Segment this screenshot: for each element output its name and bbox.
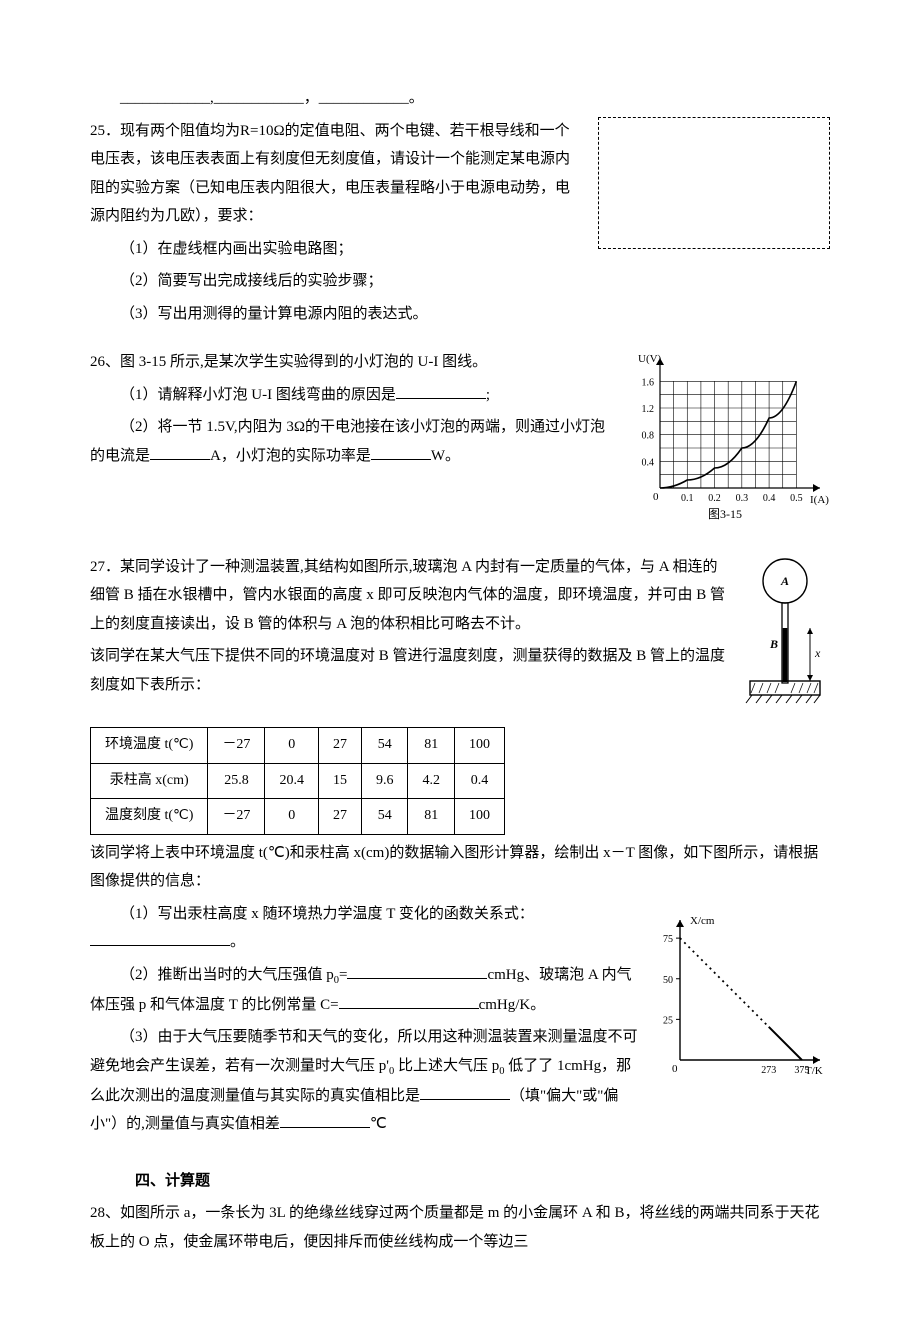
table-row: 汞柱高 x(cm)25.820.4159.64.20.4 <box>91 763 505 799</box>
q25-p2: （2）简要写出完成接线后的实验步骤； <box>90 267 830 296</box>
svg-text:1.2: 1.2 <box>642 404 655 415</box>
q26-p1-b: ; <box>486 387 490 403</box>
q28-stem: 28、如图所示 a，一条长为 3L 的绝缘丝线穿过两个质量都是 m 的小金属环 … <box>90 1199 830 1256</box>
cell: 81 <box>408 728 455 764</box>
q27-p3-blank1 <box>420 1084 510 1100</box>
q27-p3-b: 比上述大气压 p <box>394 1058 499 1074</box>
svg-text:50: 50 <box>663 975 673 986</box>
cell: 81 <box>408 799 455 835</box>
svg-text:0.3: 0.3 <box>736 493 749 504</box>
cell: 15 <box>318 763 361 799</box>
xt-chart: X/cm T/K 0 255075 273375 <box>650 910 830 1091</box>
apparatus-figure: A B x <box>740 553 830 724</box>
q27-after-table: 该同学将上表中环境温度 t(℃)和汞柱高 x(cm)的数据输入图形计算器，绘制出… <box>90 839 830 896</box>
q26-p2-blank1 <box>150 444 210 460</box>
q27-p1-b: 。 <box>230 934 245 950</box>
cell: 54 <box>361 799 408 835</box>
svg-text:0.2: 0.2 <box>708 493 721 504</box>
table-row: 温度刻度 t(℃)－270275481100 <box>91 799 505 835</box>
cell: 0.4 <box>454 763 504 799</box>
row-header: 汞柱高 x(cm) <box>91 763 208 799</box>
svg-text:x: x <box>814 646 821 660</box>
cell: －27 <box>208 728 265 764</box>
q27-p1-a: （1）写出汞柱高度 x 随环境热力学温度 T 变化的函数关系式： <box>120 906 534 922</box>
q27-p1-blank <box>90 930 230 946</box>
q25-p3: （3）写出用测得的量计算电源内阻的表达式。 <box>90 300 830 329</box>
q27-stem: 27．某同学设计了一种测温装置,其结构如图所示,玻璃泡 A 内封有一定质量的气体… <box>90 553 830 639</box>
header-blanks: ____________,____________，____________。 <box>90 84 830 113</box>
cell: 0 <box>265 799 319 835</box>
q27-mid: 该同学在某大气压下提供不同的环境温度对 B 管进行温度刻度，测量获得的数据及 B… <box>90 642 830 699</box>
q26-p1-blank <box>396 383 486 399</box>
cell: 9.6 <box>361 763 408 799</box>
svg-text:U(V): U(V) <box>638 353 662 365</box>
svg-text:X/cm: X/cm <box>690 915 715 927</box>
svg-text:I(A): I(A) <box>810 494 829 506</box>
svg-text:0.5: 0.5 <box>790 493 803 504</box>
svg-text:0.4: 0.4 <box>642 457 655 468</box>
q27-p2-b: = <box>339 967 347 983</box>
cell: 54 <box>361 728 408 764</box>
q27-p2-blank2 <box>339 993 479 1009</box>
q26-p2-b: A，小灯泡的实际功率是 <box>210 448 371 464</box>
svg-text:25: 25 <box>663 1015 673 1026</box>
ui-chart-caption: 图3-15 <box>708 507 742 521</box>
svg-text:75: 75 <box>663 934 673 945</box>
circuit-dashed-box <box>598 117 830 249</box>
row-header: 温度刻度 t(℃) <box>91 799 208 835</box>
svg-text:375: 375 <box>794 1065 809 1076</box>
svg-text:0: 0 <box>672 1063 678 1075</box>
svg-text:273: 273 <box>761 1065 776 1076</box>
svg-text:1.6: 1.6 <box>642 377 655 388</box>
row-header: 环境温度 t(℃) <box>91 728 208 764</box>
q26-p1-a: （1）请解释小灯泡 U-I 图线弯曲的原因是 <box>120 387 396 403</box>
q27-p3-e: ℃ <box>370 1116 387 1132</box>
cell: 20.4 <box>265 763 319 799</box>
cell: 100 <box>454 728 504 764</box>
table-row: 环境温度 t(℃)－270275481100 <box>91 728 505 764</box>
q26-p2-blank2 <box>371 444 431 460</box>
q27-p2-d: cmHg/K。 <box>479 997 546 1013</box>
cell: 27 <box>318 799 361 835</box>
svg-text:A: A <box>780 574 789 588</box>
svg-text:0.8: 0.8 <box>642 431 655 442</box>
q26-p2-c: W。 <box>431 448 460 464</box>
cell: 25.8 <box>208 763 265 799</box>
svg-text:B: B <box>769 637 778 651</box>
cell: 100 <box>454 799 504 835</box>
cell: 4.2 <box>408 763 455 799</box>
cell: 27 <box>318 728 361 764</box>
q27-p3-blank2 <box>280 1112 370 1128</box>
q27-table: 环境温度 t(℃)－270275481100汞柱高 x(cm)25.820.41… <box>90 727 505 835</box>
q27-p2-a: （2）推断出当时的大气压强值 p <box>120 967 334 983</box>
svg-text:0: 0 <box>653 491 659 503</box>
svg-text:0.1: 0.1 <box>681 493 694 504</box>
cell: 0 <box>265 728 319 764</box>
section-4-title: 四、计算题 <box>90 1167 830 1196</box>
svg-text:0.4: 0.4 <box>763 493 776 504</box>
cell: －27 <box>208 799 265 835</box>
ui-chart: U(V) I(A) 0 0.1 0.2 0.3 0.4 0.5 0.4 0.8 1.2 1.6… <box>620 348 830 534</box>
q27-p2-blank1 <box>347 963 487 979</box>
